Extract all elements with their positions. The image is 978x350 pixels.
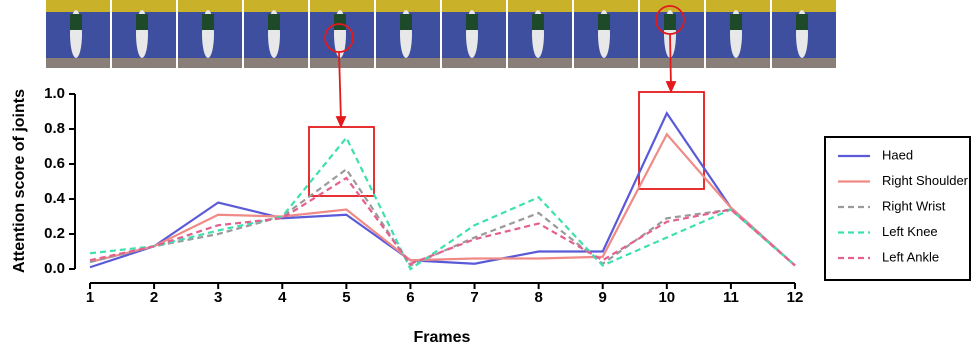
player-shirt bbox=[334, 14, 346, 30]
player-shirt bbox=[70, 14, 82, 30]
player-shirt bbox=[598, 14, 610, 30]
player-shirt bbox=[532, 14, 544, 30]
x-tick-label: 1 bbox=[86, 289, 94, 306]
player-shirt bbox=[466, 14, 478, 30]
frame-wall-band bbox=[46, 0, 110, 12]
series-line bbox=[89, 176, 796, 267]
frame-wall-band bbox=[772, 0, 836, 12]
y-axis-label: Attention score of joints bbox=[11, 89, 28, 273]
x-tick-label: 3 bbox=[214, 289, 222, 306]
player-shirt bbox=[202, 14, 214, 30]
legend-label: Left Ankle bbox=[882, 249, 939, 264]
frame-floor bbox=[706, 58, 770, 68]
series-line bbox=[89, 111, 796, 269]
frame-wall-band bbox=[376, 0, 440, 12]
y-tick-label: 0.0 bbox=[44, 260, 65, 277]
x-tick-label: 2 bbox=[150, 289, 158, 306]
frame-wall-band bbox=[508, 0, 572, 12]
x-tick-label: 12 bbox=[787, 289, 804, 306]
player-shirt bbox=[400, 14, 412, 30]
frame-strip bbox=[46, 0, 836, 68]
frame-floor bbox=[508, 58, 572, 68]
x-tick-label: 11 bbox=[723, 289, 739, 306]
series-line bbox=[89, 167, 796, 267]
frame-wall-band bbox=[112, 0, 176, 12]
legend-label: Right Wrist bbox=[882, 198, 946, 213]
arrow bbox=[338, 51, 342, 123]
x-tick-label: 6 bbox=[406, 289, 414, 306]
legend-label: Right Shoulder bbox=[882, 173, 969, 188]
series-line bbox=[89, 135, 796, 271]
player-shirt bbox=[796, 14, 808, 30]
frame-floor bbox=[640, 58, 704, 68]
frame-floor bbox=[244, 58, 308, 68]
y-tick-label: 0.6 bbox=[44, 155, 65, 172]
x-tick-label: 5 bbox=[342, 289, 350, 306]
frame-floor bbox=[310, 58, 374, 68]
frame-floor bbox=[46, 58, 110, 68]
player-shirt bbox=[136, 14, 148, 30]
legend-box bbox=[824, 136, 971, 281]
frame-wall-band bbox=[706, 0, 770, 12]
frame-floor bbox=[178, 58, 242, 68]
legend-label: Left Knee bbox=[882, 224, 938, 239]
x-axis-label: Frames bbox=[414, 329, 471, 346]
x-tick-label: 4 bbox=[278, 289, 287, 306]
y-tick-label: 0.4 bbox=[44, 190, 66, 207]
frame-floor bbox=[112, 58, 176, 68]
annotations bbox=[308, 5, 705, 197]
frame-wall-band bbox=[442, 0, 506, 12]
series-line bbox=[89, 132, 796, 267]
x-tick-label: 7 bbox=[470, 289, 478, 306]
frame-floor bbox=[772, 58, 836, 68]
arrow bbox=[669, 33, 672, 88]
frame-wall-band bbox=[244, 0, 308, 12]
highlight-box bbox=[308, 126, 375, 197]
x-tick-label: 9 bbox=[599, 289, 607, 306]
player-shirt bbox=[664, 14, 676, 30]
x-tick-label: 8 bbox=[534, 289, 542, 306]
frame-wall-band bbox=[310, 0, 374, 12]
y-tick-label: 1.0 bbox=[44, 85, 65, 102]
frame-floor bbox=[376, 58, 440, 68]
arrow-head bbox=[335, 81, 677, 129]
frame-floor bbox=[574, 58, 638, 68]
frame-wall-band bbox=[178, 0, 242, 12]
frame-floor bbox=[442, 58, 506, 68]
x-tick-label: 10 bbox=[658, 289, 675, 306]
player-shirt bbox=[730, 14, 742, 30]
legend-label: Haed bbox=[882, 147, 913, 162]
y-tick-label: 0.8 bbox=[44, 120, 65, 137]
y-tick-label: 0.2 bbox=[44, 225, 65, 242]
player-shirt bbox=[268, 14, 280, 30]
frame-wall-band bbox=[574, 0, 638, 12]
